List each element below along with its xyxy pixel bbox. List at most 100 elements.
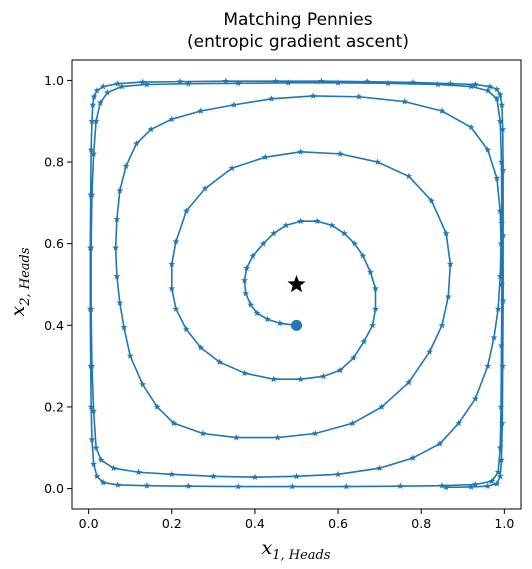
trajectory-point xyxy=(471,80,479,88)
trajectory-point xyxy=(147,125,155,133)
trajectory-point xyxy=(499,166,507,174)
trajectory-point xyxy=(444,293,452,300)
trajectory-point xyxy=(493,95,501,102)
trajectory-point xyxy=(376,464,384,472)
trajectory-point xyxy=(355,93,363,100)
trajectory-point xyxy=(197,107,205,114)
trajectory-point xyxy=(113,215,121,223)
trajectory-point xyxy=(409,454,417,461)
trajectory-point xyxy=(363,78,371,85)
trajectory-point xyxy=(360,338,368,345)
trajectory-point xyxy=(168,470,176,478)
trajectory-point xyxy=(86,244,94,251)
trajectory-point xyxy=(176,78,184,85)
trajectory-point xyxy=(182,325,190,333)
trajectory-point xyxy=(99,478,107,486)
trajectory-point xyxy=(351,240,359,247)
trajectory-point xyxy=(234,482,242,490)
trajectory-point xyxy=(484,482,492,490)
trajectory-point xyxy=(499,231,507,239)
trajectory-point xyxy=(334,79,342,86)
trajectory-point xyxy=(499,362,507,370)
trajectory-point xyxy=(243,264,251,272)
trajectory-point xyxy=(442,229,450,237)
trajectory-point xyxy=(251,473,259,481)
trajectory-point xyxy=(116,299,124,306)
trajectory-point xyxy=(467,123,475,131)
trajectory-point xyxy=(139,78,147,85)
trajectory-point xyxy=(234,79,242,87)
trajectory-point xyxy=(318,77,325,85)
trajectory-point xyxy=(90,407,98,414)
trajectory-point xyxy=(350,354,357,361)
trajectory-point xyxy=(498,219,506,227)
y-tick-label: 1.0 xyxy=(44,73,64,88)
trajectory-point xyxy=(114,80,122,87)
y-tick-label: 0.4 xyxy=(44,318,64,333)
trajectory-point xyxy=(498,280,506,288)
trajectory-point xyxy=(438,482,446,489)
trajectory-point xyxy=(405,378,413,386)
trajectory-point xyxy=(493,480,501,487)
trajectory-point xyxy=(446,80,454,87)
trajectory-point xyxy=(216,358,224,365)
trajectory-point xyxy=(498,158,505,165)
trajectory-point xyxy=(93,472,101,480)
trajectory-point xyxy=(320,372,327,380)
trajectory-point xyxy=(241,276,248,284)
trajectory-point xyxy=(93,87,101,94)
trajectory-point xyxy=(498,342,505,349)
trajectory-point xyxy=(143,80,151,88)
trajectory-point xyxy=(153,403,161,410)
trajectory-point xyxy=(87,191,95,198)
trajectory-point xyxy=(493,174,501,182)
trajectory-point xyxy=(88,436,96,443)
trajectory-point xyxy=(494,468,502,476)
trajectory-point xyxy=(293,472,300,480)
trajectory-point xyxy=(122,162,130,170)
trajectory-point xyxy=(499,125,507,133)
trajectory-point xyxy=(409,78,417,86)
trajectory-point xyxy=(496,117,504,125)
trajectory-point xyxy=(493,85,501,93)
trajectory-point xyxy=(197,344,205,351)
trajectory-point xyxy=(96,99,104,106)
trajectory-point xyxy=(484,87,492,94)
trajectory-point xyxy=(384,79,392,87)
start-point xyxy=(291,319,302,331)
trajectory-point xyxy=(378,403,386,410)
trajectory-point xyxy=(87,146,95,153)
trajectory-point xyxy=(242,289,250,297)
x-tick-label: 1.0 xyxy=(494,516,514,531)
x-tick-label: 0.0 xyxy=(79,516,99,531)
trajectory-point xyxy=(88,117,96,125)
trajectory-point xyxy=(99,82,107,90)
trajectory-point xyxy=(116,187,124,194)
trajectory-point xyxy=(263,315,271,323)
trajectory-point xyxy=(488,477,496,485)
trajectory-point xyxy=(438,107,446,114)
trajectory-point xyxy=(288,482,296,490)
trajectory-point xyxy=(270,375,278,383)
trajectory-point xyxy=(112,244,120,251)
trajectory-point xyxy=(349,419,357,427)
trajectory-point xyxy=(182,207,190,214)
chart-title-line1: Matching Pennies xyxy=(223,10,372,30)
trajectory-point xyxy=(471,395,479,402)
trajectory-point xyxy=(103,89,111,96)
trajectory-point xyxy=(442,483,450,491)
x-axis-label: x1, Heads xyxy=(261,537,330,563)
trajectory-point xyxy=(86,305,94,312)
trajectory-point xyxy=(498,456,505,463)
trajectory-point xyxy=(484,362,492,370)
trajectory-point xyxy=(455,419,463,427)
trajectory-point xyxy=(374,158,381,165)
trajectory-point xyxy=(268,95,275,102)
trajectory-point xyxy=(497,403,505,410)
trajectory-point xyxy=(222,77,230,85)
trajectory-point xyxy=(372,305,379,312)
trajectory-point xyxy=(259,240,267,247)
chart-title-line2: (entropic gradient ascent) xyxy=(187,32,409,52)
x-tick-label: 0.4 xyxy=(245,516,265,531)
trajectory-point xyxy=(401,98,409,105)
